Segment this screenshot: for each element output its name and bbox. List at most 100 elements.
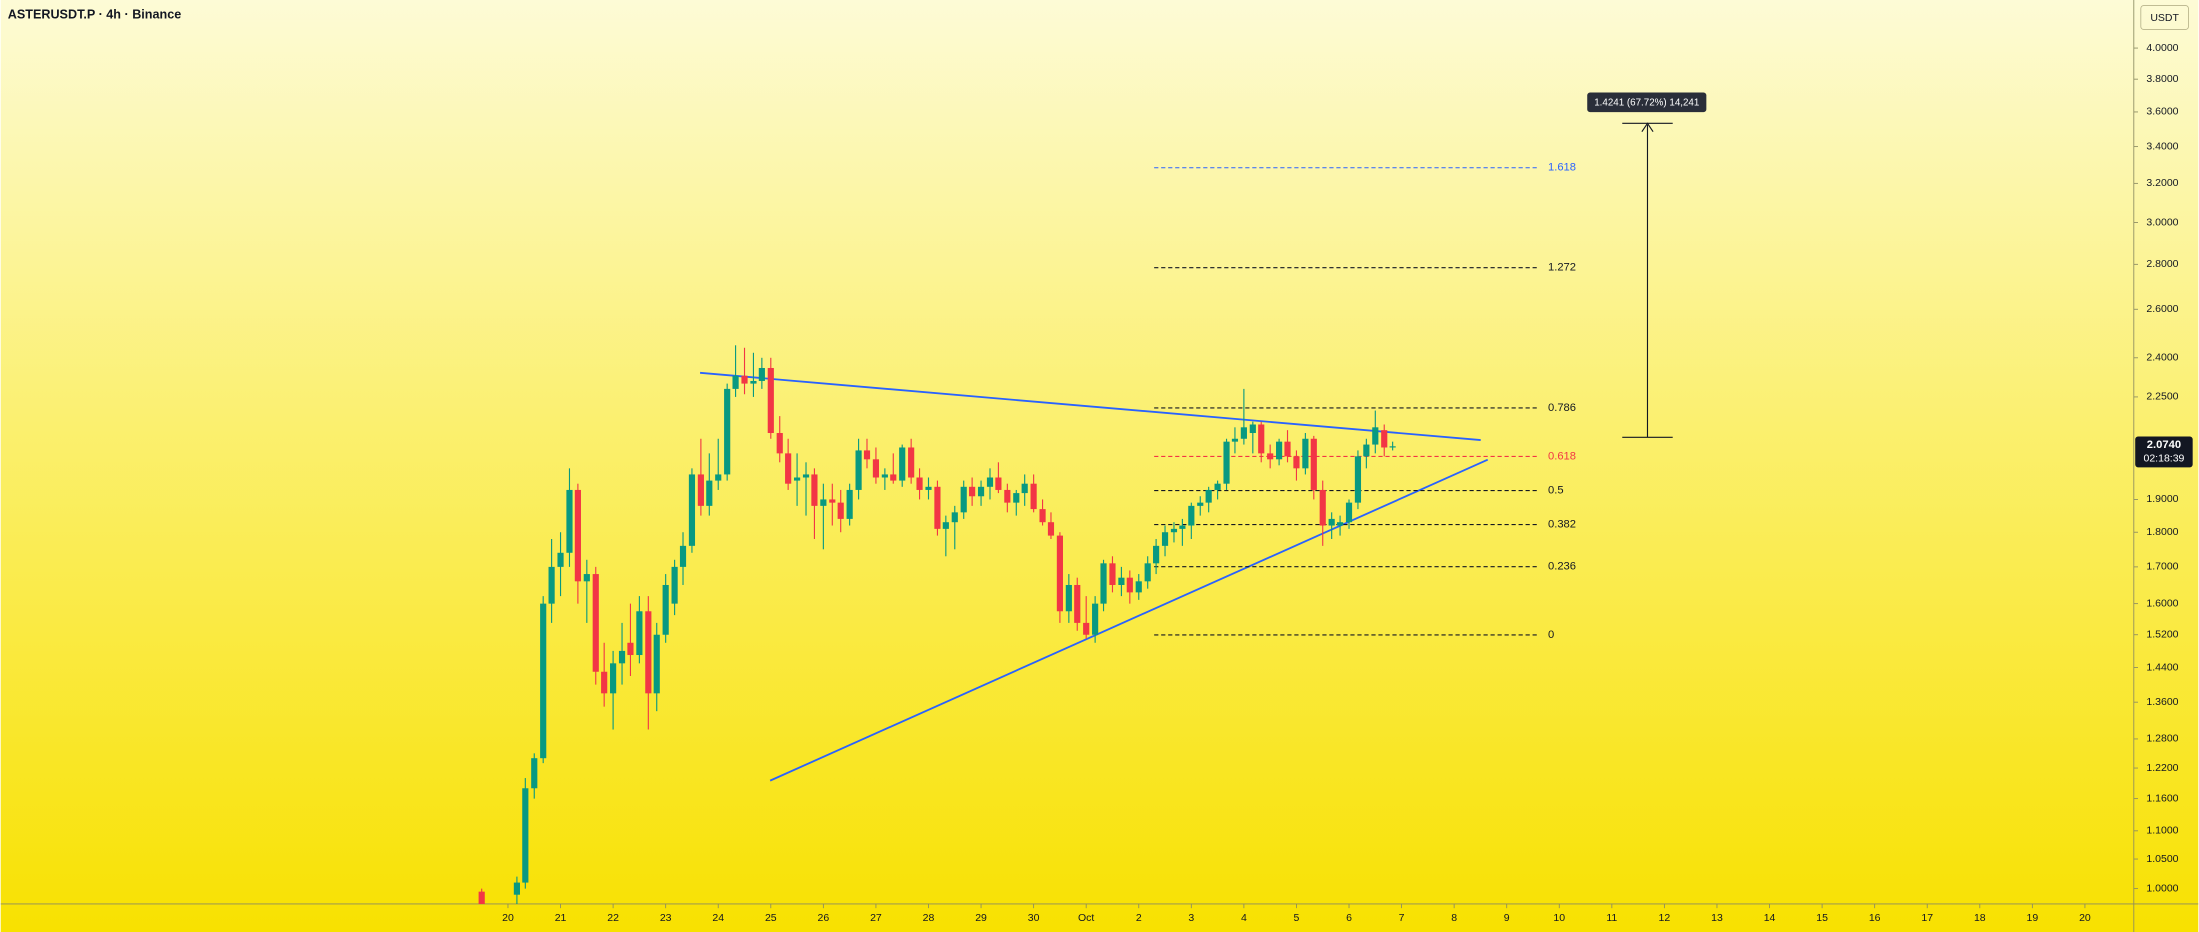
candle-body [636, 611, 643, 656]
x-tick-label: 4 [1241, 912, 1247, 924]
fib-label: 1.272 [1548, 262, 1576, 274]
candle-body [899, 447, 906, 481]
candle-body [688, 474, 696, 546]
candle-body [934, 486, 941, 529]
candle-body [548, 566, 555, 604]
candle-body [583, 574, 590, 582]
x-tick-label: 23 [660, 912, 672, 924]
candle-body [1004, 489, 1011, 503]
y-tick-label: 2.8000 [2146, 258, 2178, 270]
x-tick-label: 26 [818, 912, 830, 924]
candle-body [986, 477, 994, 487]
candle-body [890, 474, 897, 481]
x-tick-label: 29 [975, 912, 987, 924]
last-price: 2.0740 02:18:39 [2135, 436, 2193, 468]
candle-body [1240, 427, 1247, 439]
y-tick-label: 3.8000 [2146, 73, 2178, 85]
candle-body [1267, 453, 1274, 460]
candle-body [697, 474, 704, 506]
candle-body [969, 486, 976, 497]
x-tick-label: 9 [1504, 912, 1510, 924]
candle-body [1047, 522, 1055, 536]
x-tick-label: 30 [1028, 912, 1040, 924]
candle-body [1109, 563, 1116, 585]
candle-body [846, 489, 853, 519]
candle-body [881, 474, 888, 478]
trend-line[interactable] [769, 458, 1489, 782]
candle-body [741, 375, 748, 384]
candle-body [811, 474, 818, 506]
candle-body [1354, 456, 1362, 503]
x-tick-label: 24 [712, 912, 724, 924]
candle-body [908, 447, 915, 478]
fib-label: 0.382 [1548, 519, 1576, 531]
candle-body [1389, 446, 1396, 448]
candles [478, 345, 1396, 904]
y-tick-label: 3.6000 [2146, 106, 2178, 118]
y-tick-label: 1.0500 [2146, 853, 2178, 865]
candle-body [1336, 522, 1344, 526]
candle-body [1074, 584, 1081, 623]
candle-body [758, 367, 765, 381]
candle-body [960, 486, 967, 513]
y-tick-label: 1.1600 [2146, 792, 2178, 804]
candle-body [863, 450, 871, 460]
candle-body [671, 566, 678, 604]
candle-body [645, 611, 652, 694]
unit-label: USDT [2150, 12, 2179, 24]
fib-label: 1.618 [1548, 162, 1576, 174]
x-tick-label: 19 [2027, 912, 2039, 924]
y-tick-label: 1.4400 [2146, 661, 2178, 673]
candle-body [1319, 489, 1326, 526]
candle-body [1197, 502, 1204, 506]
candle-body [1249, 424, 1256, 434]
x-tick-label: Oct [1078, 912, 1094, 924]
x-tick-label: 7 [1399, 912, 1405, 924]
candle-body [724, 388, 731, 475]
candle-body [653, 634, 660, 694]
candle-body [478, 891, 485, 904]
candle-body [540, 603, 547, 759]
candle-body [1214, 483, 1221, 490]
candle-body [872, 459, 880, 478]
candle-body [522, 788, 529, 883]
x-tick-label: 6 [1346, 912, 1352, 924]
candle-body [1161, 532, 1169, 546]
measure-label: 1.4241 (67.72%) 14,241 [1594, 98, 1699, 109]
x-tick-label: 11 [1606, 912, 1617, 924]
candle-body [1153, 545, 1160, 564]
candle-body [802, 474, 810, 478]
candle-body [1310, 438, 1317, 490]
candle-body [1170, 528, 1178, 533]
y-tick-label: 3.2000 [2146, 177, 2178, 189]
candle-body [1302, 438, 1309, 469]
candle-body [1372, 427, 1379, 445]
y-tick-label: 1.1000 [2146, 825, 2178, 837]
y-tick-label: 1.5200 [2146, 629, 2178, 641]
unit-box[interactable] [2140, 5, 2189, 30]
candle-body [715, 474, 722, 481]
candle-body [1021, 483, 1028, 494]
candle-body [837, 502, 844, 519]
y-tick-label: 2.6000 [2146, 303, 2178, 315]
candle-body [1083, 622, 1090, 635]
trend-line[interactable] [699, 371, 1481, 441]
candle-body [1092, 603, 1099, 635]
x-tick-label: 10 [1553, 912, 1565, 924]
fib-label: 0.786 [1548, 402, 1576, 414]
candle-body [750, 380, 757, 384]
x-tick-label: 28 [923, 912, 935, 924]
y-tick-label: 1.0000 [2146, 882, 2178, 894]
candle-body [557, 552, 564, 567]
candle-body [732, 375, 739, 389]
last-price-box [2135, 436, 2193, 468]
axes: 4.0000 3.8000 3.6000 3.4000 3.2000 3.0000 2.80… [502, 42, 2179, 924]
candle-body [1223, 441, 1230, 484]
drawings: 1.4241 (67.72%) 14,241 [699, 92, 1707, 782]
x-tick-label: 14 [1764, 912, 1776, 924]
candle-body [513, 882, 520, 895]
y-tick-label: 2.4000 [2146, 352, 2178, 364]
candle-body [1144, 563, 1151, 582]
fib-label: 0 [1548, 629, 1554, 641]
